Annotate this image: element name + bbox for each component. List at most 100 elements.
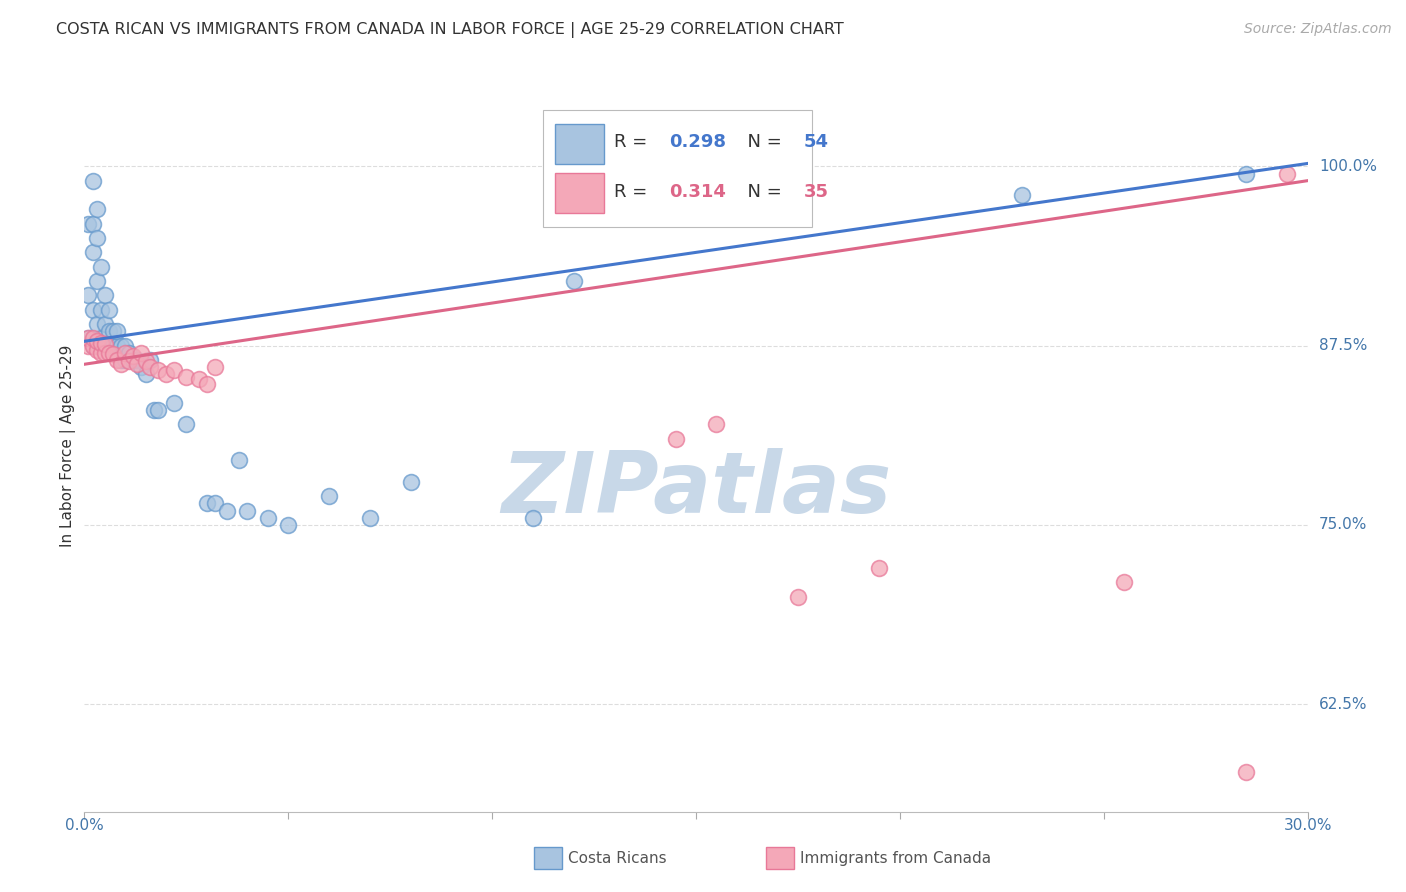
Text: 62.5%: 62.5% [1319,697,1367,712]
Point [93,288,115,302]
Point [86,343,108,357]
Point [86,317,108,331]
Point [105,353,128,368]
Point [86,334,108,349]
Point [90,302,112,317]
Point [195,377,218,392]
Point [90,335,112,350]
Text: 0.298: 0.298 [669,134,725,152]
Point [118,345,141,359]
Point [82,302,104,317]
Text: Source: ZipAtlas.com: Source: ZipAtlas.com [1244,22,1392,37]
Point [77,331,100,345]
Point [127,357,149,371]
Point [135,354,157,368]
FancyBboxPatch shape [543,110,813,227]
Point [318,489,340,503]
Point [90,345,112,359]
Point [562,274,585,288]
Point [1234,764,1257,779]
Point [86,202,108,217]
Point [131,345,153,359]
Point [97,338,120,352]
Point [138,353,160,368]
Point [110,338,132,352]
Point [114,353,136,368]
Point [110,353,132,368]
Point [138,360,160,375]
Point [101,347,124,361]
Point [82,217,104,231]
Point [93,338,115,352]
FancyBboxPatch shape [555,173,605,213]
Point [236,503,259,517]
Point [1275,167,1298,181]
Point [204,360,226,375]
Text: R =: R = [614,183,652,202]
Point [257,510,280,524]
Text: Immigrants from Canada: Immigrants from Canada [800,851,991,865]
Point [97,324,120,338]
Point [82,338,104,352]
FancyBboxPatch shape [555,124,605,164]
Point [787,590,810,604]
Text: N =: N = [737,183,787,202]
Point [217,503,239,517]
Point [101,324,124,338]
Point [146,403,169,417]
Point [174,417,197,432]
Point [1011,188,1033,202]
Point [110,357,132,371]
Point [359,510,381,524]
Point [114,338,136,352]
Point [114,345,136,359]
Point [869,561,891,575]
Text: N =: N = [737,134,787,152]
Point [195,496,218,510]
Text: 30.0%: 30.0% [1284,818,1331,832]
Point [77,288,100,302]
Point [1234,167,1257,181]
Point [82,245,104,260]
Point [204,496,226,510]
Text: 0.314: 0.314 [669,183,725,202]
Text: R =: R = [614,134,652,152]
Point [122,353,145,368]
Point [131,360,153,375]
Point [135,368,157,382]
Text: 54: 54 [804,134,828,152]
Point [77,217,100,231]
Point [664,432,686,446]
Point [77,338,100,352]
Point [82,338,104,352]
Point [146,363,169,377]
Text: 75.0%: 75.0% [1319,517,1367,533]
Point [93,317,115,331]
Point [399,475,422,489]
Point [86,231,108,245]
Point [93,345,115,359]
Text: 100.0%: 100.0% [1319,159,1376,174]
Point [82,174,104,188]
Point [77,331,100,345]
Text: ZIPatlas: ZIPatlas [501,449,891,532]
Point [522,510,544,524]
Point [163,396,186,410]
Point [163,363,186,377]
Point [86,338,108,352]
Point [90,331,112,345]
Point [704,417,728,432]
Point [101,338,124,352]
Text: COSTA RICAN VS IMMIGRANTS FROM CANADA IN LABOR FORCE | AGE 25-29 CORRELATION CHA: COSTA RICAN VS IMMIGRANTS FROM CANADA IN… [56,22,844,38]
Point [228,453,250,467]
Point [142,403,165,417]
Point [174,370,197,384]
Point [82,331,104,345]
Point [105,338,128,352]
Point [93,337,115,351]
Point [105,324,128,338]
Text: 0.0%: 0.0% [65,818,104,832]
Y-axis label: In Labor Force | Age 25-29: In Labor Force | Age 25-29 [60,345,76,547]
Point [277,517,299,532]
Point [127,353,149,368]
